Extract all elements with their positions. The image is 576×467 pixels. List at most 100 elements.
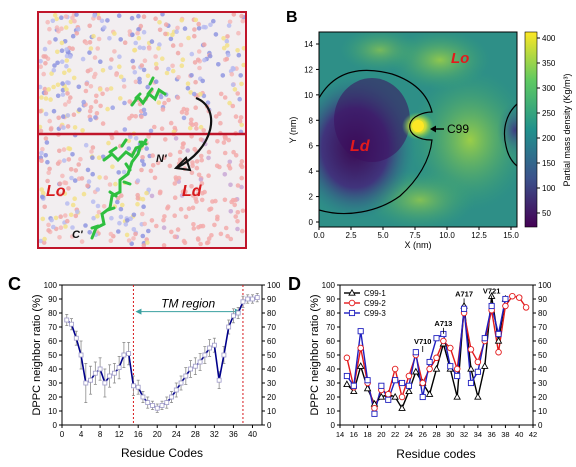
lipid-particle xyxy=(132,70,138,75)
lipid-particle xyxy=(226,52,231,58)
lipid-particle xyxy=(122,127,128,132)
data-point-triangle xyxy=(348,288,356,296)
lipid-particle xyxy=(191,91,197,97)
lipid-particle xyxy=(85,183,90,188)
lipid-particle xyxy=(174,29,179,34)
lipid-particle xyxy=(60,81,65,86)
lipid-particle xyxy=(59,40,65,46)
lipid-particle xyxy=(96,209,102,215)
lipid-particle xyxy=(59,26,64,32)
lipid-particle xyxy=(59,59,65,64)
lipid-particle xyxy=(141,107,147,113)
lipid-particle xyxy=(153,54,158,59)
lipid-particle xyxy=(139,63,145,68)
lipid-particle xyxy=(231,149,236,155)
lipid-particle xyxy=(235,183,241,188)
right-y-tick-label: 40 xyxy=(267,365,276,374)
right-y-tick-label: 0 xyxy=(267,421,272,430)
lipid-particle xyxy=(45,178,50,184)
lipid-particle xyxy=(118,206,124,212)
lipid-particle xyxy=(135,201,140,207)
lipid-particle xyxy=(170,68,176,74)
lipid-particle xyxy=(177,149,183,155)
snapshot-frame xyxy=(37,11,247,249)
lipid-particle xyxy=(182,240,188,246)
data-point-circle xyxy=(467,346,475,353)
y-tick-label: 100 xyxy=(44,281,58,290)
lipid-particle xyxy=(118,37,123,42)
data-point-square xyxy=(426,358,433,366)
x-tick-label: 36 xyxy=(487,430,495,439)
x-tick-label: 5.0 xyxy=(377,231,389,240)
lipid-particle xyxy=(206,149,212,155)
lipid-particle xyxy=(170,43,176,48)
lipid-particle xyxy=(96,15,102,21)
lipid-particle xyxy=(189,170,195,176)
y-tick-label: 10 xyxy=(304,91,313,100)
lipid-particle xyxy=(42,46,48,52)
density-lo-label: Lo xyxy=(451,50,469,67)
lipid-particle xyxy=(239,159,245,164)
lipid-particle xyxy=(172,181,178,186)
data-point-triangle xyxy=(405,387,413,395)
data-point-square xyxy=(398,379,406,387)
right-y-tick-label: 90 xyxy=(267,295,276,304)
lipid-particle xyxy=(63,213,68,218)
lipid-particles xyxy=(37,11,247,248)
lipid-particle xyxy=(239,13,244,19)
lipid-particle xyxy=(72,18,77,24)
colorbar-tick-label: 400 xyxy=(542,34,556,43)
c99-peptide xyxy=(90,76,167,240)
lipid-particle xyxy=(170,32,175,38)
lipid-particle xyxy=(108,238,114,244)
lipid-particle xyxy=(66,68,72,73)
lipid-particle xyxy=(179,63,185,68)
y-tick-label: 40 xyxy=(326,365,335,374)
lipid-particle xyxy=(170,63,175,69)
lipid-particle xyxy=(124,232,130,238)
lipid-particle xyxy=(192,60,198,65)
right-y-tick-label: 0 xyxy=(538,421,543,430)
lipid-particle xyxy=(80,56,86,62)
lipid-particle xyxy=(135,178,141,183)
lipid-particle xyxy=(98,103,103,109)
lipid-particle xyxy=(160,56,165,61)
lipid-particle xyxy=(235,210,241,215)
lipid-particle xyxy=(153,16,158,22)
lipid-particle xyxy=(75,209,80,215)
data-point-circle xyxy=(357,344,364,352)
lipid-particle xyxy=(102,25,107,30)
lipid-particle xyxy=(228,182,233,188)
lipid-particle xyxy=(150,153,155,158)
data-point xyxy=(126,351,132,357)
lipid-particle xyxy=(174,177,179,182)
lipid-particle xyxy=(109,215,114,221)
lipid-particle xyxy=(144,146,149,151)
data-point xyxy=(197,359,203,365)
lipid-particle xyxy=(222,150,228,156)
y-tick-label: 80 xyxy=(48,309,57,318)
lipid-particle xyxy=(112,49,117,54)
lipid-particle xyxy=(42,204,47,210)
lipid-particle xyxy=(140,233,146,239)
lipid-particle xyxy=(70,225,75,230)
y-tick-label: 4 xyxy=(309,167,314,176)
lipid-particle xyxy=(123,222,129,227)
lipid-particle xyxy=(60,87,66,93)
data-point-triangle xyxy=(467,364,475,372)
lipid-particle xyxy=(182,26,188,31)
lipid-particle xyxy=(193,121,199,127)
lipid-particle xyxy=(208,206,214,212)
lipid-particle xyxy=(205,240,211,245)
lipid-particle xyxy=(235,48,240,53)
lipid-particle xyxy=(206,236,212,241)
lipid-particle xyxy=(156,100,162,105)
lipid-particle xyxy=(61,158,67,163)
lipid-particle xyxy=(168,120,174,126)
lipid-particle xyxy=(190,205,196,211)
lipid-particle xyxy=(196,237,201,242)
lipid-particle xyxy=(196,26,202,31)
data-point xyxy=(211,342,217,348)
colorbar-tick-label: 200 xyxy=(542,134,556,143)
panel-d-chart: D 14 16 18 20 22 24 26 28 30 32 34 36 38 40 420 010 1020… xyxy=(288,274,552,461)
